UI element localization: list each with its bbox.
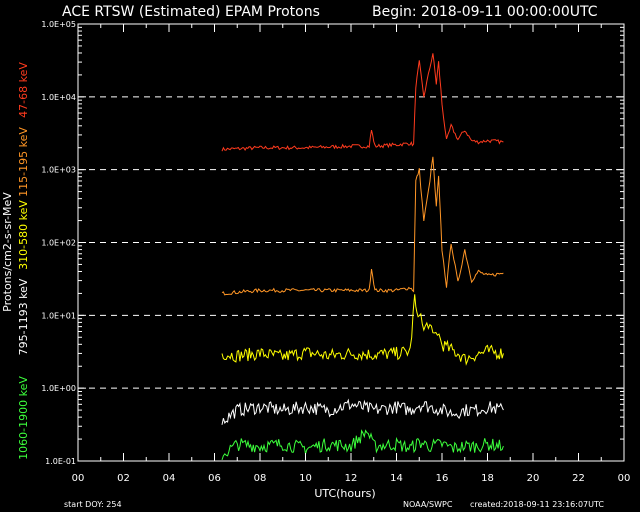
chart-title: ACE RTSW (Estimated) EPAM Protons	[62, 4, 320, 20]
series-line-115-195-kev	[221, 156, 504, 296]
series-line-47-68-kev	[221, 53, 504, 152]
y-ticks: 1.0E-01 1.0E+00 1.0E+01 1.0E+02 1.0E+03 1.0E+…	[41, 20, 624, 466]
x-ticks: 00 02 04 06 08 10 12 14 16 18 20 22 00	[72, 24, 631, 484]
x-tick-label: 00	[72, 473, 85, 484]
x-tick-label: 02	[117, 473, 130, 484]
x-tick-label: 22	[572, 473, 585, 484]
y-tick-label: 1.0E+00	[41, 384, 76, 393]
x-tick-label: 12	[345, 473, 358, 484]
y-tick-label: 1.0E+04	[41, 93, 76, 102]
y-tick-label: 1.0E+03	[41, 166, 76, 175]
x-tick-label: 14	[390, 473, 403, 484]
x-tick-label: 08	[254, 473, 267, 484]
x-tick-label: 04	[163, 473, 176, 484]
y-tick-label: 1.0E-01	[45, 457, 76, 466]
grid	[78, 96, 624, 389]
channel-label: 115-195 keV	[17, 127, 30, 197]
x-tick-label: 16	[436, 473, 449, 484]
series-line-1060-1900-kev	[221, 429, 504, 461]
x-tick-label: 00	[618, 473, 631, 484]
channel-label: 1060-1900 keV	[17, 376, 30, 460]
channel-labels: 47-68 keV 115-195 keV 310-580 keV 795-1193 …	[17, 62, 30, 460]
start-doy: start DOY: 254	[64, 500, 122, 509]
x-tick-label: 06	[208, 473, 221, 484]
x-axis-label: UTC(hours)	[314, 487, 375, 500]
y-tick-label: 1.0E+05	[41, 20, 76, 29]
y-axis-label: Protons/cm2-s-sr-MeV	[1, 192, 14, 312]
x-tick-label: 10	[299, 473, 312, 484]
y-tick-label: 1.0E+02	[41, 239, 76, 248]
series-line-795-1193-kev	[221, 398, 504, 425]
channel-label: 795-1193 keV	[17, 278, 30, 355]
begin-label: Begin: 2018-09-11 00:00:00UTC	[372, 4, 598, 20]
series-line-310-580-kev	[221, 294, 504, 366]
channel-label: 47-68 keV	[17, 62, 30, 118]
agency-label: NOAA/SWPC	[403, 500, 453, 509]
x-tick-label: 18	[481, 473, 494, 484]
created-timestamp: created:2018-09-11 23:16:07UTC	[470, 500, 604, 509]
series-group	[221, 53, 504, 461]
y-tick-label: 1.0E+01	[41, 311, 76, 320]
x-tick-label: 20	[527, 473, 540, 484]
channel-label: 310-580 keV	[17, 200, 30, 270]
